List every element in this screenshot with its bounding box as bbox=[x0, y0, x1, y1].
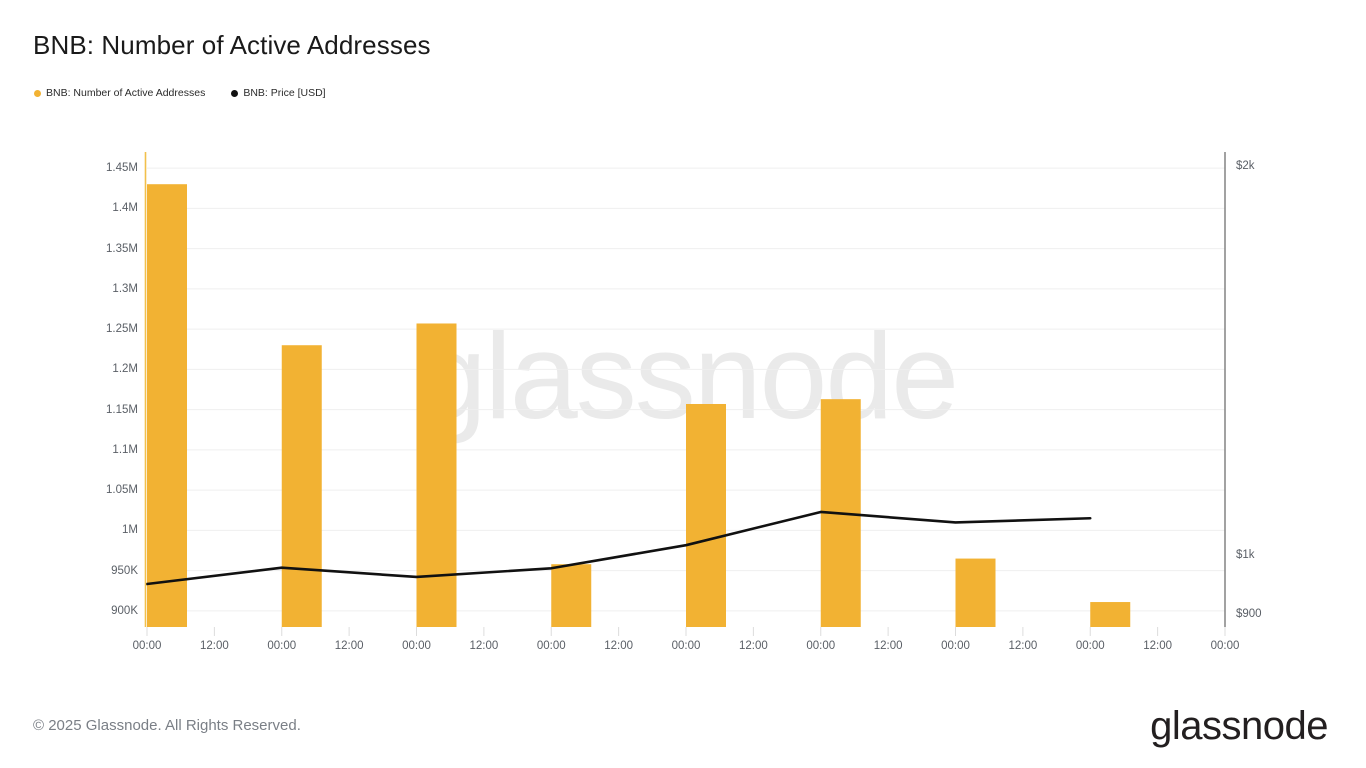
y-axis-right-tick-label: $2k bbox=[1236, 159, 1255, 172]
x-axis-tick-label: 12:00 bbox=[334, 640, 364, 652]
bar bbox=[416, 323, 457, 627]
x-axis-tick-label: 12:00 bbox=[199, 640, 229, 652]
legend-item-active-addresses[interactable]: BNB: Number of Active Addresses bbox=[34, 85, 205, 101]
footer-copyright: © 2025 Glassnode. All Rights Reserved. bbox=[33, 717, 301, 734]
y-axis-left-tick-label: 1M bbox=[122, 524, 138, 537]
y-axis-left-tick-label: 1.3M bbox=[112, 282, 138, 295]
price-line bbox=[145, 510, 1092, 586]
bar bbox=[147, 184, 187, 628]
dot-icon bbox=[34, 89, 41, 97]
x-axis-ticks bbox=[146, 627, 1226, 636]
legend-item-label: BNB: Price [USD] bbox=[243, 87, 326, 99]
x-axis-tick-label: 00:00 bbox=[536, 640, 566, 652]
x-axis-tick-label: 12:00 bbox=[469, 640, 499, 652]
page-title: BNB: Number of Active Addresses bbox=[33, 30, 431, 60]
y-axis-right-tick-label: $900 bbox=[1236, 608, 1262, 621]
x-axis-tick-label: 12:00 bbox=[604, 640, 634, 652]
y-axis-left-tick-label: 1.1M bbox=[112, 443, 138, 456]
x-axis-tick-label: 00:00 bbox=[402, 640, 431, 652]
x-axis-tick-label: 12:00 bbox=[738, 640, 768, 652]
x-axis-tick-label: 00:00 bbox=[671, 640, 701, 652]
x-axis-tick-label: 12:00 bbox=[1143, 640, 1173, 652]
y-axis-left-tick-label: 1.25M bbox=[106, 323, 138, 336]
y-axis-left-tick-label: 1.2M bbox=[112, 363, 138, 376]
y-axis-left-tick-label: 1.15M bbox=[106, 403, 138, 416]
dot-icon bbox=[231, 89, 239, 97]
y-axis-left-tick-label: 900K bbox=[111, 604, 138, 617]
y-axis-left-tick-label: 1.05M bbox=[106, 484, 138, 497]
bar bbox=[1090, 602, 1131, 627]
x-axis-tick-label: 00:00 bbox=[1210, 640, 1240, 652]
x-axis-tick-label: 00:00 bbox=[941, 640, 970, 652]
x-axis-tick-label: 00:00 bbox=[1075, 640, 1105, 652]
bar bbox=[955, 558, 996, 627]
line-series bbox=[145, 510, 1092, 586]
x-axis-tick-label: 12:00 bbox=[1008, 640, 1038, 652]
y-axis-left-tick-label: 1.4M bbox=[112, 202, 138, 215]
bar bbox=[551, 564, 592, 627]
x-axis-tick-label: 00:00 bbox=[267, 640, 297, 652]
legend-item-price[interactable]: BNB: Price [USD] bbox=[231, 85, 326, 101]
legend-item-label: BNB: Number of Active Addresses bbox=[46, 87, 206, 99]
bar bbox=[686, 403, 726, 627]
chart-legend: BNB: Number of Active Addresses BNB: Pri… bbox=[34, 85, 326, 101]
x-axis-tick-label: 12:00 bbox=[873, 640, 903, 652]
bar bbox=[281, 345, 322, 627]
bar-series bbox=[147, 184, 1131, 628]
footer-logo: glassnode bbox=[1150, 704, 1328, 748]
y-axis-left-tick-label: 1.45M bbox=[106, 162, 138, 175]
y-axis-left-tick-label: 950K bbox=[111, 564, 138, 577]
y-axis-left-tick-label: 1.35M bbox=[106, 242, 138, 255]
y-axis-right-tick-label: $1k bbox=[1236, 549, 1255, 562]
x-axis-tick-label: 00:00 bbox=[806, 640, 836, 652]
axis-lines bbox=[144, 152, 1226, 627]
x-axis-tick-label: 00:00 bbox=[132, 640, 162, 652]
